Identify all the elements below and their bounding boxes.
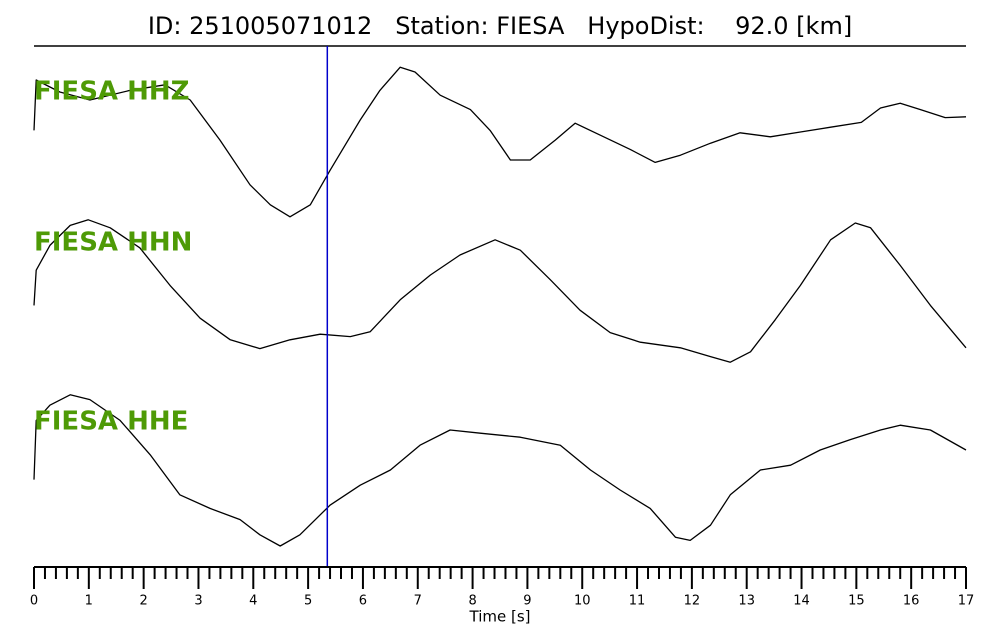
trace-label: FIESA HHE <box>34 407 188 437</box>
x-axis-label: Time [s] <box>469 608 531 626</box>
trace-label: FIESA HHN <box>34 228 192 258</box>
x-tick-label: 6 <box>359 594 367 609</box>
x-tick-label: 12 <box>684 594 701 609</box>
x-tick-label: 8 <box>468 594 476 609</box>
x-tick-label: 1 <box>85 594 93 609</box>
x-tick-label: 15 <box>848 594 865 609</box>
x-tick-label: 3 <box>194 594 202 609</box>
x-tick-label: 5 <box>304 594 312 609</box>
x-tick-label: 14 <box>793 594 810 609</box>
chart-title: ID: 251005071012 Station: FIESA HypoDist… <box>148 12 852 40</box>
trace-label: FIESA HHZ <box>34 77 189 107</box>
x-tick-label: 9 <box>523 594 531 609</box>
x-tick-label: 4 <box>249 594 257 609</box>
waveform <box>33 219 967 363</box>
x-tick-label: 16 <box>903 594 920 609</box>
x-tick-label: 11 <box>629 594 646 609</box>
x-tick-label: 2 <box>140 594 148 609</box>
x-tick-label: 17 <box>958 594 975 609</box>
x-tick-label: 10 <box>574 594 591 609</box>
waveform <box>33 66 967 218</box>
x-tick-label: 7 <box>414 594 422 609</box>
waveform <box>33 394 967 547</box>
x-tick-label: 0 <box>30 594 38 609</box>
x-tick-label: 13 <box>738 594 755 609</box>
